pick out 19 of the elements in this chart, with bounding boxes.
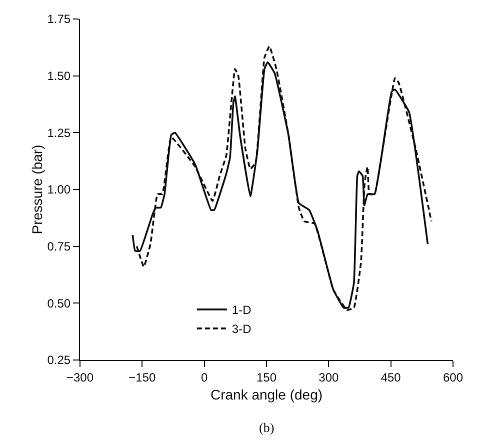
- legend-label: 3-D: [232, 322, 252, 336]
- text: (b): [259, 420, 274, 435]
- x-tick-label: 600: [442, 370, 464, 384]
- x-tick-label: −150: [128, 370, 156, 384]
- x-tick-label: −300: [66, 370, 94, 384]
- y-tick-label: 1.00: [47, 182, 71, 197]
- y-axis-title: Pressure (bar): [29, 144, 45, 234]
- y-tick-label: 1.25: [47, 126, 71, 140]
- y-tick-label: 0.25: [47, 353, 71, 368]
- x-tick-label: 0: [200, 370, 208, 384]
- y-tick-label: 1.75: [47, 12, 71, 26]
- y-tick-label: 0.50: [47, 296, 71, 310]
- y-tick-label: 0.75: [47, 240, 71, 254]
- legend-label: 1-D: [232, 303, 252, 318]
- x-axis-title: Crank angle (deg): [210, 386, 323, 403]
- x-tick-label: 150: [256, 370, 277, 384]
- y-tick-label: 1.50: [47, 69, 71, 84]
- x-tick-label: 300: [318, 370, 339, 384]
- x-tick-label: 450: [380, 370, 402, 384]
